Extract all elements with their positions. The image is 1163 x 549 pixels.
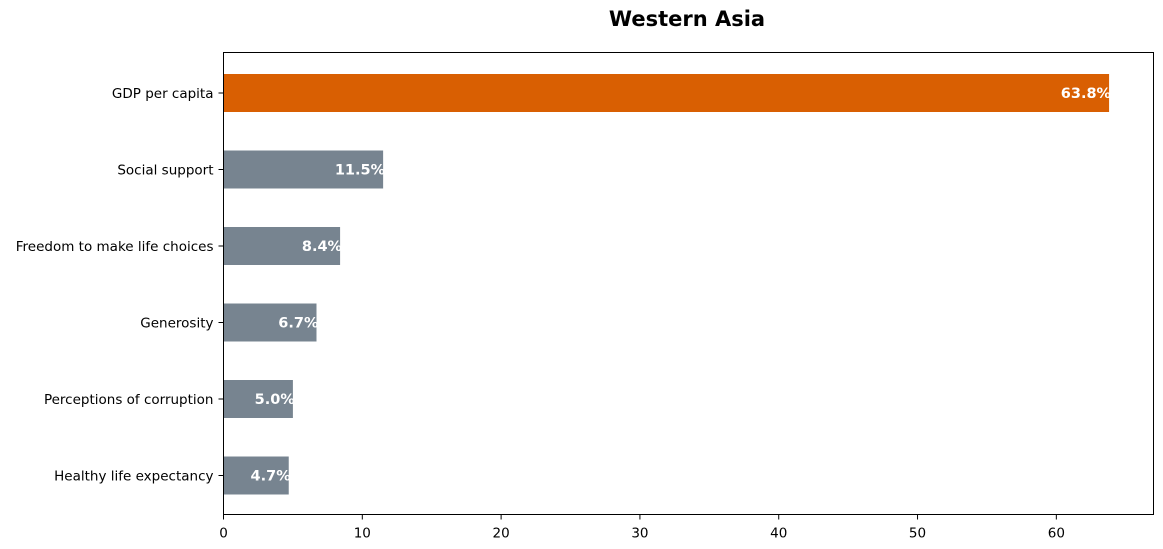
bar-value-label: 4.7%: [251, 469, 292, 485]
y-tick-labels: GDP per capita Social support Freedom to m…: [16, 86, 224, 485]
x-tick-label: 0: [219, 526, 228, 542]
bar: [223, 303, 317, 342]
x-tick-label: 50: [909, 526, 926, 542]
bar: [223, 227, 341, 265]
y-tick-label: Perceptions of corruption: [44, 392, 214, 408]
x-tick-label: 20: [493, 526, 510, 542]
bar-value-label: 11.5%: [335, 163, 386, 179]
bar-value-label: 8.4%: [302, 239, 343, 255]
bar-value-label: 5.0%: [255, 392, 296, 408]
chart-title: Western Asia: [609, 7, 765, 31]
y-tick-label: Generosity: [140, 316, 213, 332]
x-axis-ticks: 0 10 20 30 40 50 60: [219, 514, 1065, 542]
bar-value-label: 6.7%: [278, 316, 319, 332]
x-tick-label: 30: [631, 526, 648, 542]
x-tick-label: 60: [1048, 526, 1065, 542]
bar: [223, 74, 1110, 112]
y-tick-label: Social support: [117, 163, 213, 179]
bar: [223, 380, 293, 418]
y-tick-label: GDP per capita: [112, 86, 214, 102]
x-tick-label: 40: [770, 526, 787, 542]
bars-group: 63.8% 11.5% 8.4% 6.7% 5.0% 4.7%: [223, 74, 1112, 495]
bar: [223, 456, 289, 495]
bar-value-label: 63.8%: [1061, 86, 1112, 102]
x-tick-label: 10: [354, 526, 371, 542]
y-tick-label: Freedom to make life choices: [16, 239, 214, 255]
bar: [223, 150, 384, 189]
y-tick-label: Healthy life expectancy: [54, 469, 213, 485]
plot-area-frame: [223, 52, 1154, 515]
